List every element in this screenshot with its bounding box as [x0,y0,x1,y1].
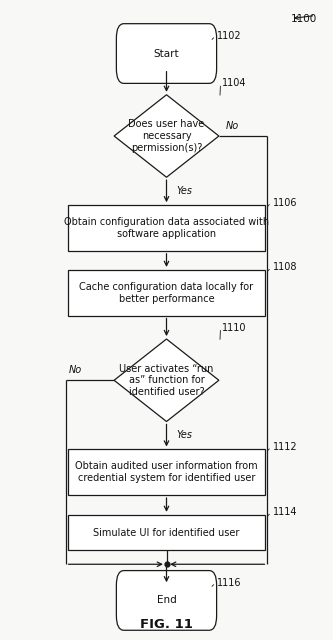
Text: 1100: 1100 [291,14,317,24]
Text: Obtain configuration data associated with
software application: Obtain configuration data associated wit… [64,217,269,239]
FancyBboxPatch shape [117,24,216,83]
Text: 1114: 1114 [273,508,297,517]
Text: User activates “run
as” function for
identified user?: User activates “run as” function for ide… [119,364,214,397]
Bar [68,515,265,550]
Bar [68,449,265,495]
Text: End: End [157,595,176,605]
Bar [68,205,265,251]
Text: Simulate UI for identified user: Simulate UI for identified user [93,527,240,538]
Text: No: No [69,365,82,375]
Text: 1110: 1110 [222,323,247,333]
Text: 1104: 1104 [222,78,247,88]
Text: 1106: 1106 [273,198,297,207]
Text: 1108: 1108 [273,262,297,273]
Polygon shape [114,95,219,177]
Text: FIG. 11: FIG. 11 [140,618,193,631]
FancyBboxPatch shape [117,571,216,630]
Text: Start: Start [154,49,179,58]
Bar [68,270,265,316]
Text: 1112: 1112 [273,442,298,452]
Text: Yes: Yes [176,431,192,440]
Text: Does user have
necessary
permission(s)?: Does user have necessary permission(s)? [129,120,204,152]
Text: Obtain audited user information from
credential system for identified user: Obtain audited user information from cre… [75,461,258,483]
Text: 1116: 1116 [217,578,242,588]
Text: 1102: 1102 [217,31,242,41]
Polygon shape [114,339,219,422]
Text: Cache configuration data locally for
better performance: Cache configuration data locally for bet… [80,282,253,303]
Text: Yes: Yes [176,186,192,196]
Text: No: No [225,122,239,131]
